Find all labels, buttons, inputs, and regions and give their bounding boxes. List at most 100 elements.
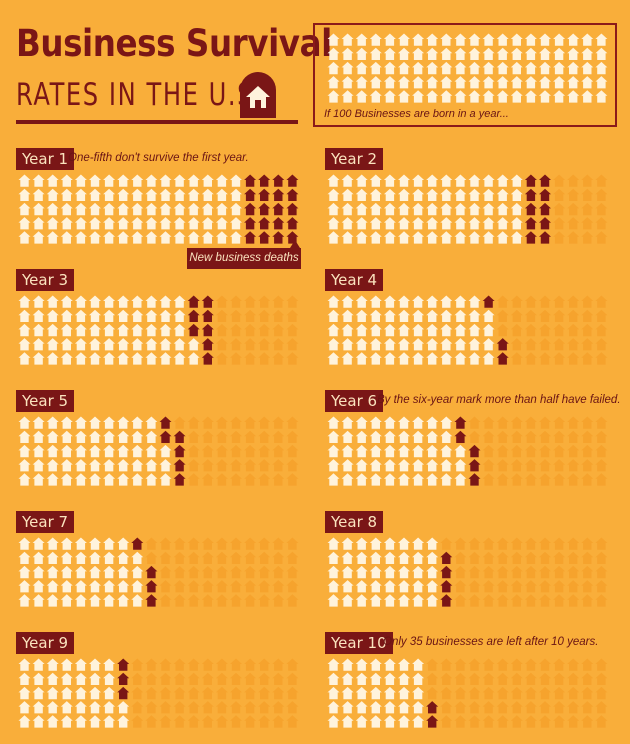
year-10-closed-unit (567, 658, 580, 671)
year-7-closed-unit (187, 551, 200, 564)
year-1-alive-unit (60, 217, 73, 230)
year-5-closed-unit (244, 459, 257, 472)
year-8-closed-unit (524, 537, 537, 550)
year-3-alive-unit (117, 323, 130, 337)
year-8-closed-unit (595, 594, 608, 607)
year-7-alive-unit (60, 565, 73, 579)
year-1-alive-unit (46, 202, 59, 216)
year-6-closed-unit (553, 416, 566, 429)
year-7-closed-unit (272, 551, 285, 564)
year-8-alive-unit (369, 537, 382, 550)
year-5-alive-unit (74, 459, 87, 472)
year-9-closed-unit (131, 701, 144, 714)
legend-alive-unit (595, 76, 608, 89)
year-2-new-death-unit (524, 202, 537, 216)
year-3-alive-unit (89, 338, 101, 351)
year-4-closed-unit (581, 309, 594, 322)
year-1-alive-unit (187, 174, 200, 187)
year-9-closed-unit (187, 686, 200, 700)
year-9-alive-unit (103, 672, 116, 685)
year-3-alive-unit (46, 323, 59, 337)
year-6-closed-unit (553, 444, 566, 458)
year-7-closed-unit (286, 580, 299, 593)
year-9-closed-unit (272, 672, 285, 685)
year-2-new-death-unit (524, 231, 537, 244)
year-9-closed-unit (131, 715, 144, 728)
year-1-alive-unit (46, 174, 59, 187)
year-4-closed-unit (567, 295, 580, 308)
year-6-new-death-unit (468, 459, 481, 472)
year-7-closed-unit (272, 594, 285, 607)
year-8-alive-unit (398, 565, 410, 579)
year-9-closed-unit (258, 701, 271, 714)
year-8-closed-unit (510, 580, 523, 593)
year-2-alive-unit (327, 188, 340, 201)
year-3-closed-unit (258, 352, 271, 365)
year-2-alive-unit (496, 174, 509, 187)
legend-caption: If 100 Businesses are born in a year... (324, 108, 509, 120)
year-4-closed-unit (553, 352, 566, 365)
year-9-alive-unit (117, 715, 130, 728)
year-10-alive-unit (398, 672, 410, 685)
year-4-alive-unit (398, 295, 410, 308)
year-1-alive-unit (159, 231, 172, 244)
legend-alive-unit (369, 76, 382, 89)
year-5-closed-unit (244, 444, 257, 458)
year-7-closed-unit (215, 565, 228, 579)
year-4-closed-unit (595, 323, 608, 337)
year-4-alive-unit (355, 352, 368, 365)
year-5-new-death-unit (159, 416, 172, 429)
year-2-alive-unit (510, 231, 523, 244)
year-3-alive-unit (131, 309, 144, 322)
year-9-alive-unit (74, 672, 87, 685)
year-5-new-death-unit (173, 430, 186, 443)
year-4-closed-unit (524, 338, 537, 351)
year-7-alive-unit (89, 580, 101, 593)
year-9-closed-unit (215, 701, 228, 714)
year-5-alive-unit (103, 430, 116, 443)
legend-alive-unit (468, 90, 481, 103)
year-3-alive-unit (89, 323, 101, 337)
year-5-closed-unit (272, 459, 285, 472)
year-10-closed-unit (581, 701, 594, 714)
year-8-alive-unit (383, 537, 396, 550)
year-6-alive-unit (412, 473, 425, 486)
year-5-closed-unit (230, 459, 242, 472)
year-3-alive-unit (187, 352, 200, 365)
year-4-alive-unit (454, 295, 467, 308)
year-2-alive-unit (440, 174, 453, 187)
year-4-alive-unit (412, 352, 425, 365)
year-1-new-death-unit (244, 188, 257, 201)
year-1-alive-unit (60, 188, 73, 201)
year-8-closed-unit (539, 537, 551, 550)
year-3-waffle (18, 295, 299, 365)
year-10-alive-unit (355, 672, 368, 685)
year-7-closed-unit (215, 580, 228, 593)
year-9-closed-unit (215, 686, 228, 700)
year-2-closed-unit (595, 174, 608, 187)
year-5-alive-unit (145, 416, 158, 429)
year-10-closed-unit (567, 686, 580, 700)
year-1-alive-unit (46, 188, 59, 201)
year-4-alive-unit (355, 295, 368, 308)
year-2-closed-unit (595, 217, 608, 230)
year-9-alive-unit (117, 701, 130, 714)
legend-alive-unit (581, 61, 594, 75)
legend-alive-unit (369, 61, 382, 75)
year-10-closed-unit (553, 715, 566, 728)
year-7-alive-unit (131, 594, 144, 607)
year-7-closed-unit (215, 594, 228, 607)
year-10-alive-unit (412, 672, 425, 685)
year-8-closed-unit (468, 537, 481, 550)
year-1-new-death-unit (272, 174, 285, 187)
year-2-alive-unit (454, 231, 467, 244)
year-1-alive-unit (215, 202, 228, 216)
legend-alive-unit (383, 61, 396, 75)
year-7-closed-unit (244, 537, 257, 550)
year-5-alive-unit (159, 473, 172, 486)
year-2-alive-unit (468, 202, 481, 216)
year-9-alive-unit (46, 701, 59, 714)
year-4-closed-unit (539, 352, 551, 365)
year-1-alive-unit (89, 202, 101, 216)
year-3-closed-unit (258, 338, 271, 351)
